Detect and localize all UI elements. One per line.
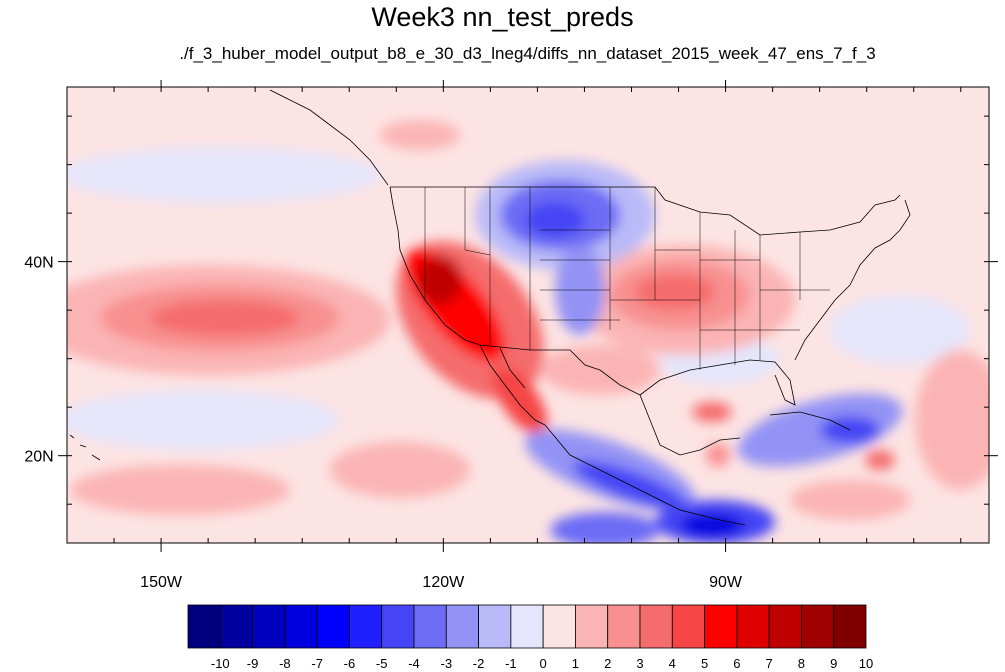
colorbar-swatch — [736, 604, 770, 649]
anomaly-pale-blue-north-pacific — [67, 147, 380, 203]
colorbar-label: 6 — [733, 656, 740, 671]
colorbar-swatch — [445, 604, 479, 649]
colorbar-label: 3 — [636, 656, 643, 671]
anomaly-pale-blue-southeast — [830, 295, 970, 365]
anomaly-field — [67, 89, 989, 543]
colorbar-label: -9 — [247, 656, 259, 671]
anomaly-atlantic-3 — [790, 480, 910, 520]
colorbar-swatch — [187, 604, 221, 649]
state-lines — [424, 187, 830, 370]
anomaly-atlantic-2 — [865, 450, 895, 470]
colorbar-label: -8 — [279, 656, 291, 671]
anomaly-yucatan-warm — [706, 443, 730, 467]
colorbar-label: 7 — [766, 656, 773, 671]
colorbar-swatch — [801, 604, 835, 649]
colorbar-swatch — [575, 604, 609, 649]
x-tick-label: 90W — [709, 574, 743, 591]
colorbar-swatch — [671, 604, 705, 649]
anomaly-baja — [492, 365, 548, 435]
colorbar-swatch — [381, 604, 415, 649]
colorbar-label: -1 — [505, 656, 517, 671]
colorbar-swatch — [704, 604, 738, 649]
anomaly-atlantic-1 — [915, 350, 989, 490]
anomaly-pale-blue-south-pacific — [67, 390, 340, 450]
us-east-coast — [794, 199, 911, 361]
boundary-lines — [69, 89, 911, 526]
colorbar-label: -5 — [376, 656, 388, 671]
colorbar-swatch — [478, 604, 512, 649]
colorbar-label: 1 — [572, 656, 579, 671]
hawaii — [69, 434, 101, 461]
anomaly-plains-3 — [525, 202, 585, 238]
anomaly-mississippi-3 — [635, 274, 715, 310]
anomaly-cen-am-edge — [550, 512, 660, 543]
bc-coast — [269, 89, 389, 186]
colorbar-swatch — [316, 604, 350, 649]
anomaly-tropic-pac-2 — [330, 442, 470, 498]
colorbar-label: 9 — [830, 656, 837, 671]
map-plot-area — [66, 86, 990, 544]
y-tick-label: 40N — [24, 255, 53, 272]
x-tick-label: 120W — [422, 574, 465, 591]
colorbar-label: 10 — [859, 656, 873, 671]
colorbar-label: -4 — [408, 656, 420, 671]
us-west-coast — [389, 186, 481, 346]
anomaly-tropic-pac-1 — [70, 465, 290, 515]
colorbar-swatch — [639, 604, 673, 649]
map-subtitle: ./f_3_huber_model_output_b8_e_30_d3_lneg… — [179, 44, 876, 63]
colorbar-swatch — [219, 604, 253, 649]
y-tick-label: 20N — [24, 449, 53, 466]
colorbar-label: 4 — [669, 656, 676, 671]
cuba — [769, 411, 851, 431]
gulf-coast — [639, 359, 796, 406]
colorbar-label: -6 — [344, 656, 356, 671]
colorbar-swatch — [607, 604, 641, 649]
colorbar-swatch — [542, 604, 576, 649]
colorbar-label: -7 — [311, 656, 323, 671]
colorbar-swatch — [284, 604, 318, 649]
colorbar-swatch — [413, 604, 447, 649]
baja-peninsula — [479, 344, 546, 426]
colorbar-swatch — [349, 604, 383, 649]
colorbar-label: -2 — [473, 656, 485, 671]
map-title: Week3 nn_test_preds — [371, 2, 634, 32]
map-axes: 150W 120W 90W 40N 20N — [24, 80, 998, 591]
colorbar-label: -3 — [441, 656, 453, 671]
colorbar-label: 2 — [604, 656, 611, 671]
colorbar-label: 5 — [701, 656, 708, 671]
anomaly-north-pac-warm — [380, 120, 460, 150]
plot-frame — [66, 86, 990, 544]
colorbar-swatch — [510, 604, 544, 649]
anomaly-gulf-warm — [692, 402, 732, 422]
x-tick-label: 150W — [140, 574, 183, 591]
colorbar-label: 0 — [540, 656, 547, 671]
colorbar-swatch — [768, 604, 802, 649]
colorbar-label: -10 — [211, 656, 230, 671]
mexico-coast — [544, 394, 746, 526]
colorbar-swatch — [833, 604, 867, 649]
anomaly-east-pacific-3 — [150, 300, 300, 336]
colorbar: -10 -9 -8 -7 -6 -5 -4 -3 -2 -1 0 1 2 3 4 5 6 7 8 9 10 — [187, 604, 873, 671]
colorbar-label: 8 — [798, 656, 805, 671]
us-canada-border — [390, 186, 901, 236]
anomaly-central-america-2 — [680, 513, 744, 537]
colorbar-swatch — [252, 604, 286, 649]
anomaly-california-3 — [418, 255, 462, 305]
